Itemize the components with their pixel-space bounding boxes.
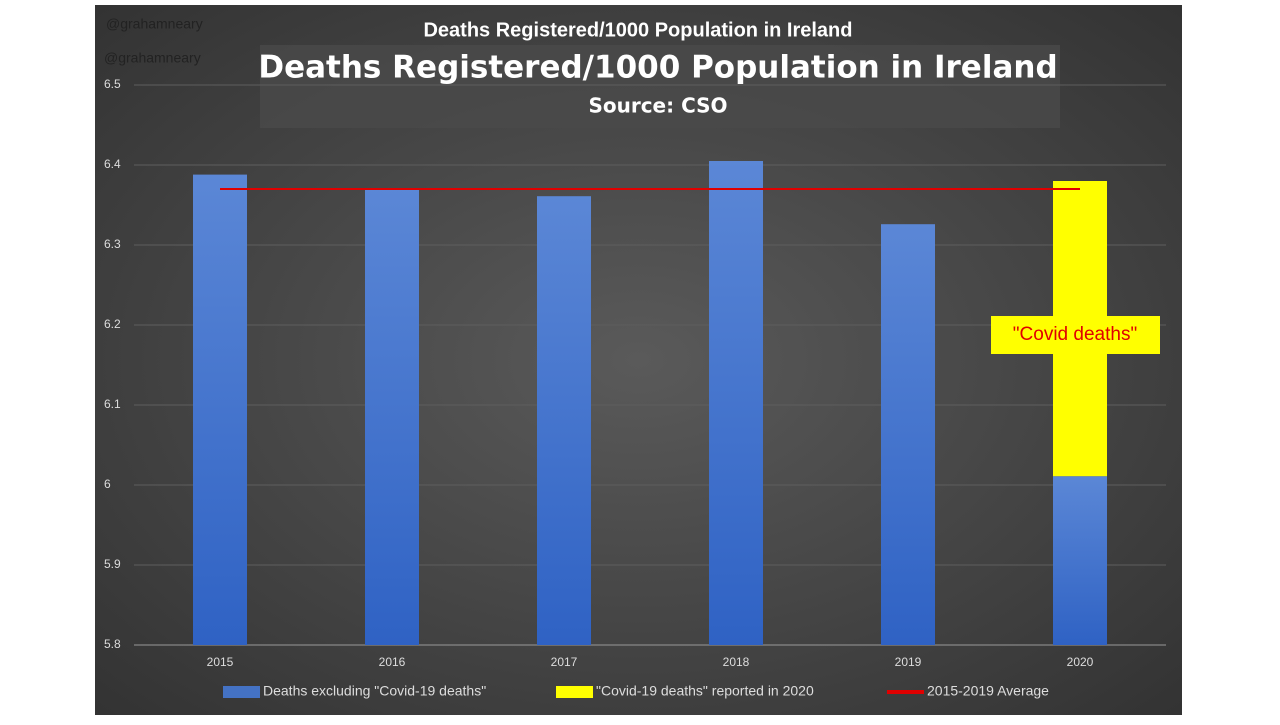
bar xyxy=(709,161,763,645)
annotation-box xyxy=(991,316,1160,354)
y-tick-label: 6.3 xyxy=(104,237,121,251)
bar xyxy=(537,196,591,645)
legend-swatch xyxy=(887,690,924,694)
bar xyxy=(193,174,247,645)
x-tick-label: 2017 xyxy=(551,655,578,669)
y-tick-label: 5.9 xyxy=(104,557,121,571)
x-tick-label: 2018 xyxy=(723,655,750,669)
y-tick-label: 6.1 xyxy=(104,397,121,411)
legend-swatch xyxy=(556,686,593,698)
x-tick-label: 2015 xyxy=(207,655,234,669)
y-tick-label: 6.4 xyxy=(104,157,121,171)
legend-label: Deaths excluding "Covid-19 deaths" xyxy=(263,683,486,699)
x-tick-label: 2016 xyxy=(379,655,406,669)
annotation: "Covid deaths" xyxy=(1013,324,1137,345)
bar xyxy=(365,188,419,645)
chart-title: Deaths Registered/1000 Population in Ire… xyxy=(423,19,852,41)
x-tick-label: 2020 xyxy=(1067,655,1094,669)
bar xyxy=(1053,476,1107,645)
x-tick-label: 2019 xyxy=(895,655,922,669)
legend-label: 2015-2019 Average xyxy=(927,683,1049,699)
y-tick-label: 6.2 xyxy=(104,317,121,331)
y-tick-label: 6.5 xyxy=(104,77,121,91)
inset-title: Deaths Registered/1000 Population in Ire… xyxy=(258,50,1057,86)
legend-label: "Covid-19 deaths" reported in 2020 xyxy=(596,683,814,699)
legend-swatch xyxy=(223,686,260,698)
y-tick-label: 6 xyxy=(104,477,111,491)
watermark: @grahamneary xyxy=(104,50,201,66)
y-tick-label: 5.8 xyxy=(104,637,121,651)
watermark: @grahamneary xyxy=(106,16,203,32)
subtitle: Source: CSO xyxy=(588,94,727,118)
inset-title-box xyxy=(260,45,1060,128)
bar xyxy=(881,224,935,645)
